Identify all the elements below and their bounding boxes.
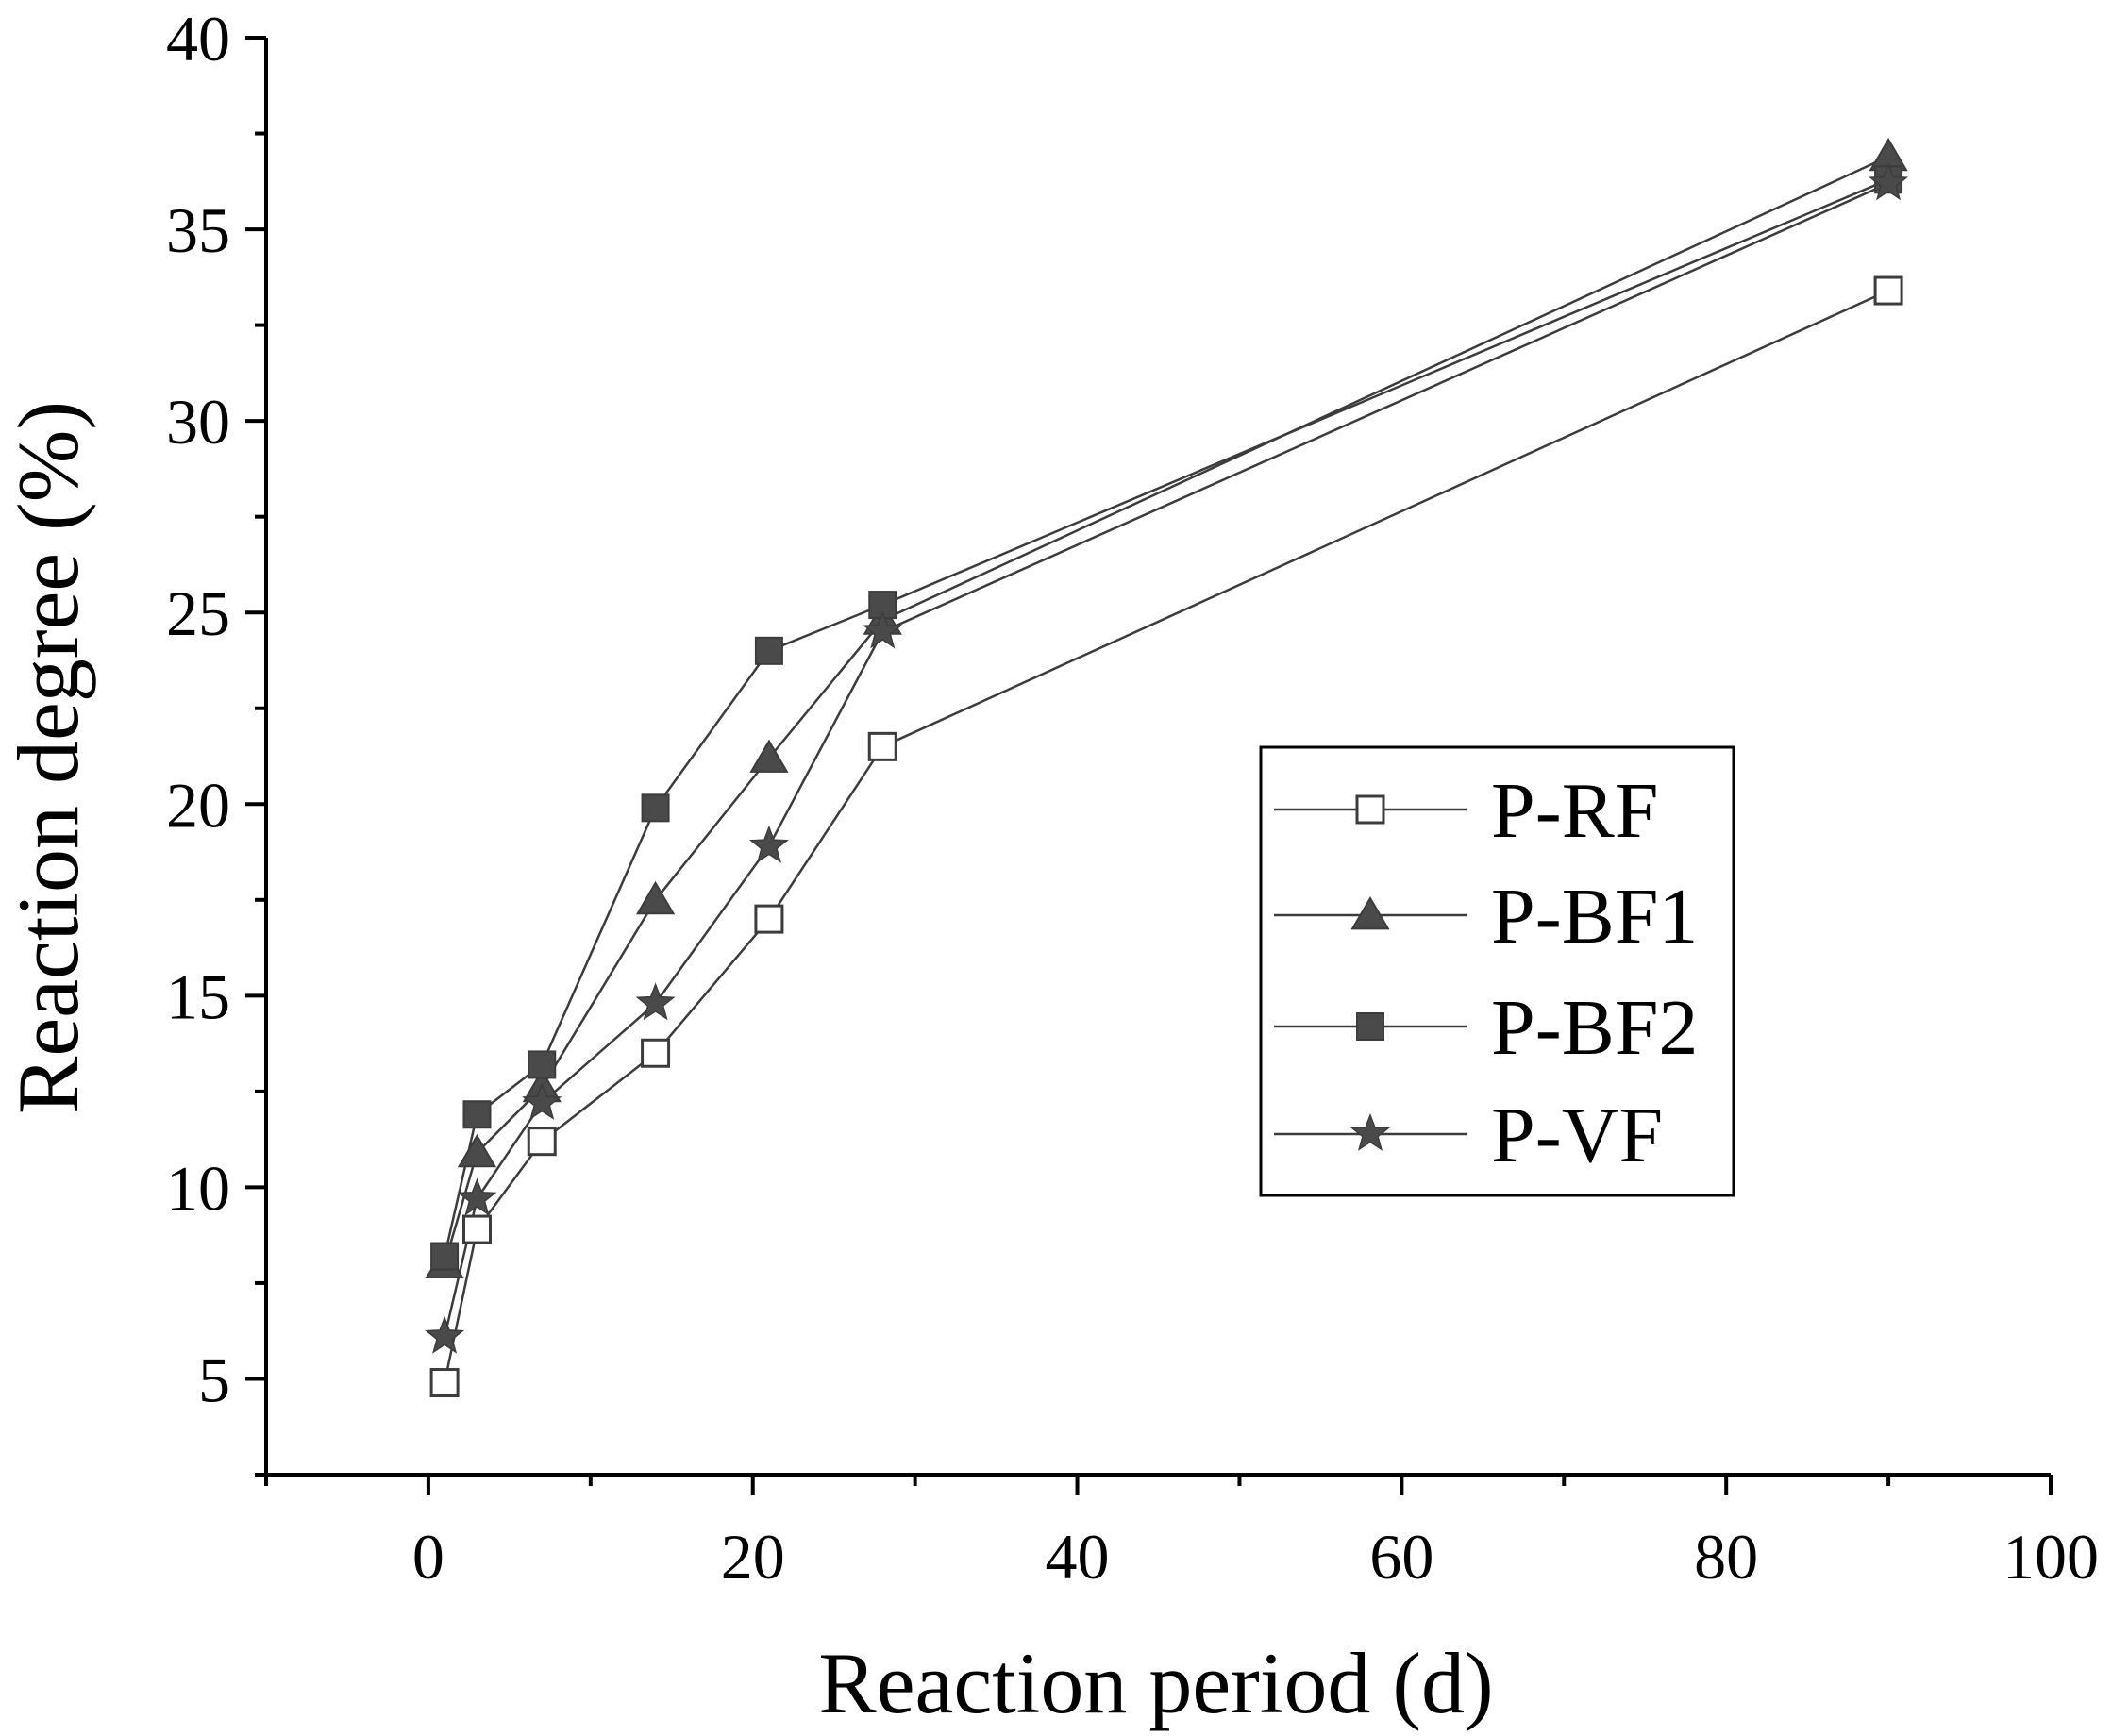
y-tick-label: 5 [198, 1344, 230, 1415]
x-tick-label: 100 [2003, 1521, 2099, 1593]
y-tick-label: 25 [166, 577, 230, 649]
legend-marker-p-vf [1349, 1112, 1391, 1151]
x-tick-label: 80 [1694, 1521, 1758, 1593]
x-tick-label: 20 [721, 1521, 785, 1593]
data-point-p-rf [867, 731, 897, 761]
legend-item-p-rf: P-RF [1274, 767, 1658, 855]
series-layer [425, 137, 1909, 1398]
data-point-p-rf [1873, 275, 1903, 306]
data-point-p-rf [527, 1127, 557, 1157]
data-point-p-vf [425, 1315, 465, 1354]
legend-label-p-bf2: P-BF2 [1491, 984, 1698, 1072]
legend-item-p-vf: P-VF [1274, 1092, 1663, 1179]
y-axis-title: Reaction degree (%) [0, 401, 96, 1114]
series-points-p-rf [429, 275, 1903, 1398]
y-tick-label: 35 [166, 194, 230, 266]
data-point-p-rf [429, 1368, 460, 1398]
data-point-p-bf2 [754, 636, 783, 665]
legend-item-p-bf1: P-BF1 [1274, 873, 1698, 960]
legend: P-RF P-BF1 P-BF2 P-VF [1259, 745, 1735, 1197]
data-point-p-bf1 [749, 739, 789, 773]
y-tick-label: 10 [166, 1152, 230, 1224]
legend-marker-p-bf1 [1350, 896, 1390, 930]
data-point-p-vf [457, 1177, 497, 1216]
data-point-p-bf1 [635, 880, 676, 915]
legend-label-p-bf1: P-BF1 [1491, 873, 1698, 960]
x-tick-label: 60 [1369, 1521, 1433, 1593]
series-points-p-vf [425, 162, 1909, 1354]
legend-item-p-bf2: P-BF2 [1274, 984, 1698, 1072]
legend-label-p-rf: P-RF [1491, 767, 1658, 855]
data-point-p-vf [522, 1081, 562, 1120]
axes: 0 20 40 60 80 100 5 10 15 20 25 30 35 40 [166, 3, 2099, 1593]
data-point-p-vf [1869, 162, 1909, 201]
data-point-p-bf2 [462, 1100, 492, 1129]
data-point-p-vf [748, 825, 789, 863]
y-tick-label: 15 [166, 960, 230, 1032]
y-tick-label: 40 [166, 3, 230, 75]
x-axis-title: Reaction period (d) [818, 1635, 1493, 1731]
legend-label-p-vf: P-VF [1491, 1092, 1663, 1179]
x-tick-label: 40 [1046, 1521, 1110, 1593]
data-point-p-rf [461, 1214, 492, 1244]
data-point-p-bf1 [457, 1133, 497, 1168]
y-tick-label: 20 [166, 769, 230, 841]
data-point-p-bf2 [430, 1242, 460, 1271]
legend-box [1259, 745, 1735, 1197]
legend-marker-p-bf2 [1356, 1012, 1384, 1041]
legend-marker-p-rf [1355, 794, 1385, 825]
data-point-p-vf [635, 982, 676, 1021]
y-tick-label: 30 [166, 386, 230, 458]
data-point-p-rf [641, 1038, 671, 1068]
x-tick-label: 0 [412, 1521, 444, 1593]
data-point-p-bf2 [641, 793, 670, 823]
data-point-p-bf2 [528, 1050, 557, 1079]
series-points-p-bf2 [430, 165, 1903, 1271]
data-point-p-vf [863, 610, 903, 649]
data-point-p-rf [754, 904, 784, 934]
